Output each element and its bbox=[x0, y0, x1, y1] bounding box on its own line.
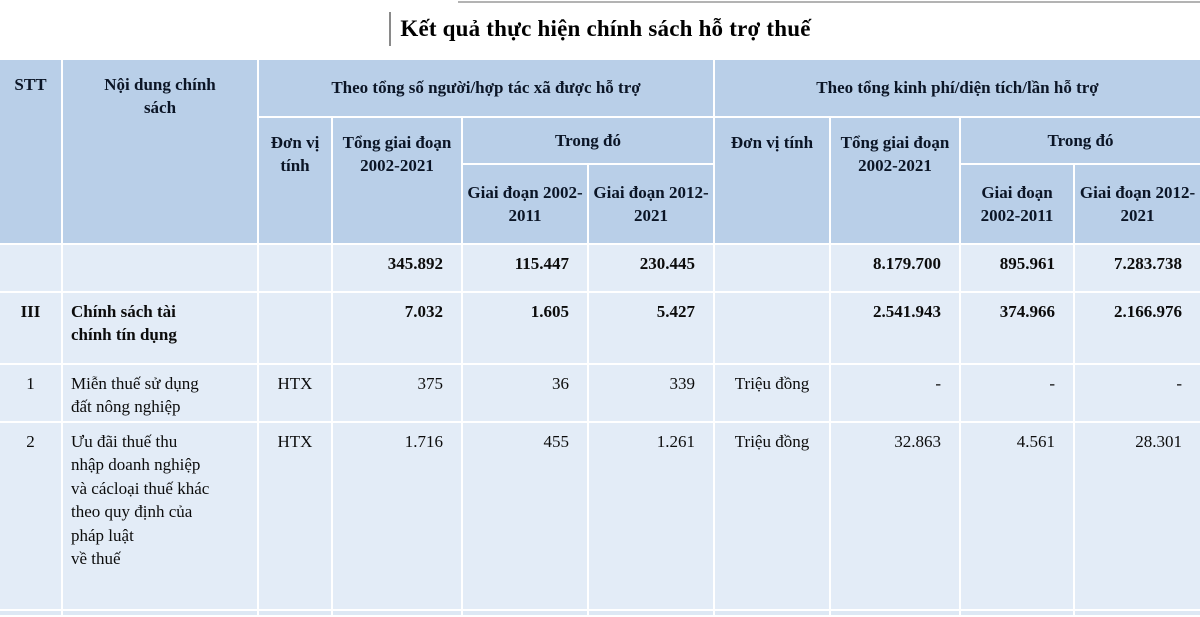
bottom-partial-row bbox=[0, 608, 1200, 617]
cell-period2-right: 28.301 bbox=[1073, 420, 1200, 611]
policy-table: STT Nội dung chính sách Theo tổng số ngư… bbox=[0, 58, 1200, 617]
header-row-periods: Giai đoạn 2002-2011 Giai đoạn 2012-2021 … bbox=[0, 163, 1200, 245]
table-row-section-iii: III Chính sách tài chính tín dụng 7.032 … bbox=[0, 291, 1200, 365]
cell-policy-name: Miễn thuế sử dụng đất nông nghiệp bbox=[61, 363, 259, 423]
header-period1-right: Giai đoạn 2002-2011 bbox=[959, 163, 1075, 245]
header-period2-left: Giai đoạn 2012-2021 bbox=[587, 163, 715, 245]
title-bar: Kết quả thực hiện chính sách hỗ trợ thuế bbox=[0, 0, 1200, 58]
cell-unit-right bbox=[713, 243, 831, 293]
partial-cell bbox=[829, 608, 961, 617]
cell-policy-name bbox=[61, 243, 259, 293]
cell-period2-right: 2.166.976 bbox=[1073, 291, 1200, 365]
cell-period1-left: 115.447 bbox=[461, 243, 589, 293]
header-stt: STT bbox=[0, 58, 63, 245]
cell-period1-left: 1.605 bbox=[461, 291, 589, 365]
cell-unit-left bbox=[257, 243, 333, 293]
header-total-period-right: Tổng giai đoạn 2002-2021 bbox=[829, 116, 961, 245]
cell-unit-left bbox=[257, 291, 333, 365]
cell-total-right: - bbox=[829, 363, 961, 423]
cell-period2-left: 230.445 bbox=[587, 243, 715, 293]
page-title: Kết quả thực hiện chính sách hỗ trợ thuế bbox=[400, 16, 811, 41]
cell-period2-left: 339 bbox=[587, 363, 715, 423]
header-breakdown-right: Trong đó bbox=[959, 116, 1200, 165]
cell-period2-left: 1.261 bbox=[587, 420, 715, 611]
title-caret bbox=[389, 12, 392, 46]
header-period1-left: Giai đoạn 2002-2011 bbox=[462, 163, 589, 245]
cell-total-left: 1.716 bbox=[331, 420, 463, 611]
cell-period2-right: - bbox=[1073, 363, 1200, 423]
header-group-support-count: Theo tổng số người/hợp tác xã được hỗ tr… bbox=[257, 58, 715, 118]
header-unit-right: Đơn vị tính bbox=[713, 116, 831, 245]
cell-period1-right: 374.966 bbox=[959, 291, 1075, 365]
cell-unit-right: Triệu đồng bbox=[713, 363, 831, 423]
partial-cell bbox=[331, 608, 463, 617]
header-row-sub: Đơn vị tính Tổng giai đoạn 2002-2021 Tro… bbox=[0, 116, 1200, 245]
cell-total-left: 375 bbox=[331, 363, 463, 423]
cell-unit-left: HTX bbox=[257, 363, 333, 423]
cell-total-right: 8.179.700 bbox=[829, 243, 961, 293]
partial-cell bbox=[959, 608, 1075, 617]
partial-cell bbox=[0, 608, 63, 617]
partial-cell bbox=[61, 608, 259, 617]
partial-cell bbox=[461, 608, 589, 617]
cell-period1-right: 895.961 bbox=[959, 243, 1075, 293]
cell-unit-left: HTX bbox=[257, 420, 333, 611]
partial-cell bbox=[257, 608, 333, 617]
header-period2-right: Giai đoạn 2012-2021 bbox=[1073, 163, 1200, 245]
header-policy-name: Nội dung chính sách bbox=[61, 58, 259, 245]
partial-cell bbox=[587, 608, 715, 617]
header-row-groups: STT Nội dung chính sách Theo tổng số ngư… bbox=[0, 58, 1200, 245]
header-group-funding: Theo tổng kinh phí/diện tích/lần hỗ trợ bbox=[713, 58, 1200, 118]
cell-period1-right: 4.561 bbox=[959, 420, 1075, 611]
table-row-2: 2 Ưu đãi thuế thu nhập doanh nghiệp và c… bbox=[0, 420, 1200, 611]
header-breakdown-left: Trong đó bbox=[461, 116, 715, 165]
cell-unit-right: Triệu đồng bbox=[713, 420, 831, 611]
header-total-period-left: Tổng giai đoạn 2002-2021 bbox=[331, 116, 463, 245]
cell-period2-right: 7.283.738 bbox=[1073, 243, 1200, 293]
partial-cell bbox=[713, 608, 831, 617]
cell-unit-right bbox=[713, 291, 831, 365]
cell-stt bbox=[0, 243, 63, 293]
cell-stt: III bbox=[0, 291, 63, 365]
partial-cell bbox=[1073, 608, 1200, 617]
header-unit-left: Đơn vị tính bbox=[258, 116, 333, 245]
cell-policy-name: Chính sách tài chính tín dụng bbox=[61, 291, 259, 365]
table-row-1: 1 Miễn thuế sử dụng đất nông nghiệp HTX … bbox=[0, 363, 1200, 423]
cell-stt: 1 bbox=[0, 363, 63, 423]
cell-period2-left: 5.427 bbox=[587, 291, 715, 365]
table-row-totals: 345.892 115.447 230.445 8.179.700 895.96… bbox=[0, 243, 1200, 293]
cell-period1-right: - bbox=[959, 363, 1075, 423]
cell-total-left: 345.892 bbox=[331, 243, 463, 293]
cell-stt: 2 bbox=[0, 420, 63, 611]
cell-total-right: 32.863 bbox=[829, 420, 961, 611]
cell-period1-left: 36 bbox=[461, 363, 589, 423]
cell-total-right: 2.541.943 bbox=[829, 291, 961, 365]
cell-total-left: 7.032 bbox=[331, 291, 463, 365]
top-border-line bbox=[458, 1, 1200, 3]
cell-period1-left: 455 bbox=[461, 420, 589, 611]
cell-policy-name: Ưu đãi thuế thu nhập doanh nghiệp và các… bbox=[61, 420, 259, 611]
